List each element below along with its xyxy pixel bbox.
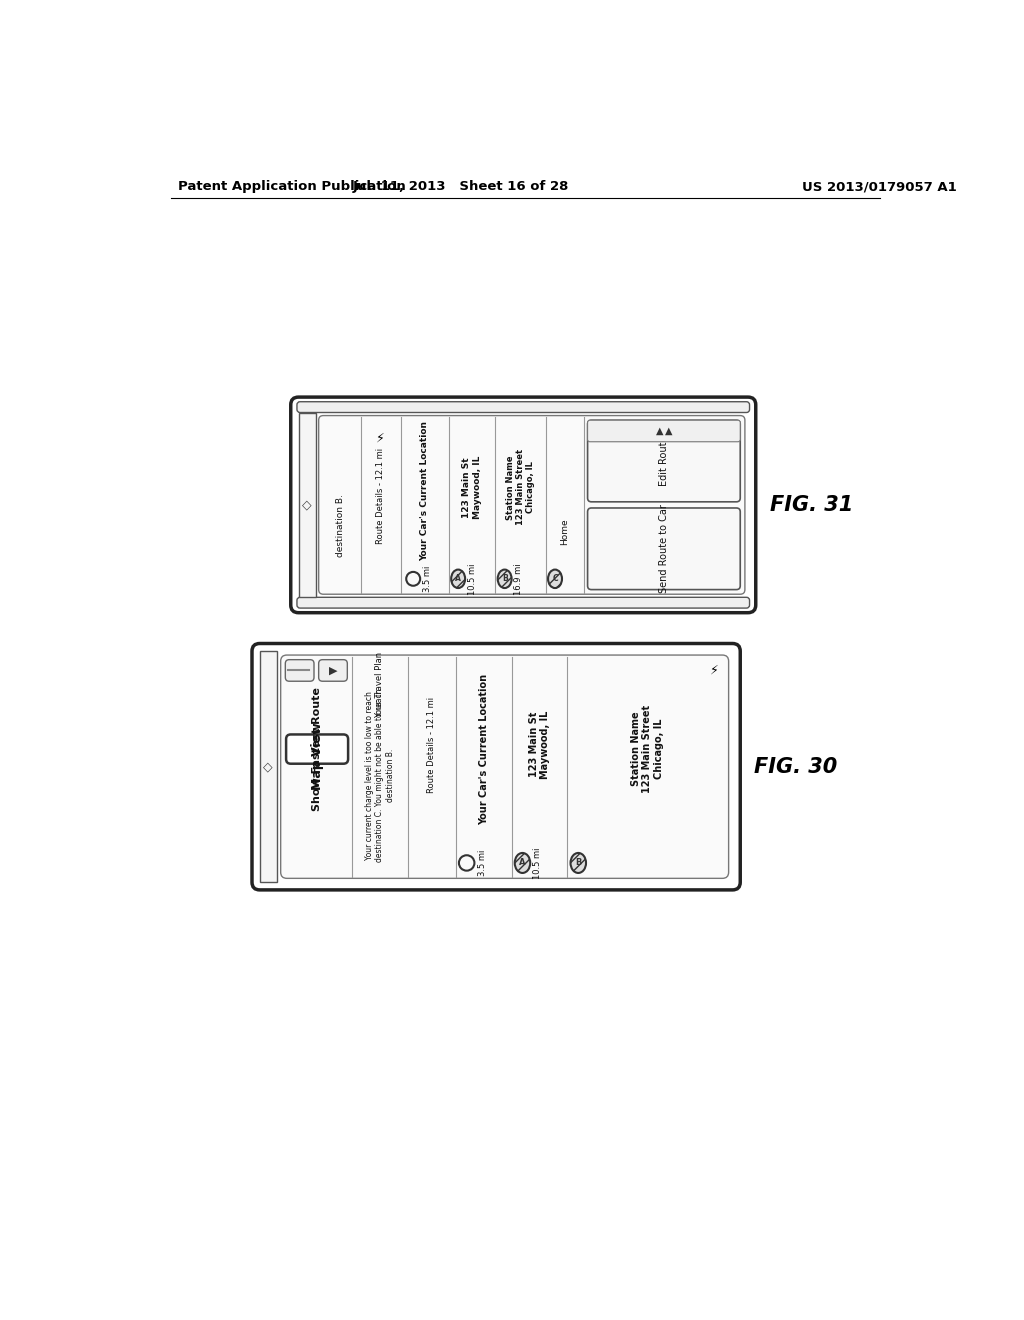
Text: C: C [552,574,558,583]
Ellipse shape [548,570,562,589]
Text: ◇: ◇ [302,499,312,511]
Text: 16.9 mi: 16.9 mi [514,564,523,594]
Ellipse shape [570,853,586,873]
Text: ▲: ▲ [655,426,663,436]
Text: Station Name
123 Main Street
Chicago, IL: Station Name 123 Main Street Chicago, IL [631,705,664,793]
Text: Home: Home [560,517,569,545]
FancyBboxPatch shape [286,660,314,681]
Text: ⚡: ⚡ [711,664,719,677]
Text: Station Name
123 Main Street
Chicago, IL: Station Name 123 Main Street Chicago, IL [506,449,536,525]
Text: ▶: ▶ [329,665,337,676]
FancyBboxPatch shape [281,655,729,878]
Text: Patent Application Publication: Patent Application Publication [178,181,407,194]
FancyBboxPatch shape [318,416,744,594]
Text: Your current charge level is too low to reach
destination C. You might not be ab: Your current charge level is too low to … [365,689,395,862]
Text: 10.5 mi: 10.5 mi [534,847,543,879]
Text: ◇: ◇ [263,760,273,774]
Text: Show Fastest Route: Show Fastest Route [312,688,323,810]
Text: Send Route to Car: Send Route to Car [658,504,669,593]
FancyBboxPatch shape [252,644,740,890]
Text: Your Car's Current Location: Your Car's Current Location [420,421,429,561]
Ellipse shape [452,570,465,589]
FancyBboxPatch shape [291,397,756,612]
Text: B: B [575,858,582,867]
FancyBboxPatch shape [286,734,348,764]
Text: Map View: Map View [310,722,324,789]
Text: A: A [456,574,461,583]
FancyBboxPatch shape [297,401,750,412]
Text: destination B.: destination B. [336,495,345,557]
Text: Your Travel Plan: Your Travel Plan [376,652,384,718]
Text: 123 Main St
Maywood, IL: 123 Main St Maywood, IL [528,710,550,779]
FancyBboxPatch shape [588,508,740,590]
Text: 3.5 mi: 3.5 mi [477,850,486,876]
FancyBboxPatch shape [297,598,750,609]
Text: 3.5 mi: 3.5 mi [423,566,432,591]
Text: Edit Route: Edit Route [658,436,669,486]
FancyBboxPatch shape [588,420,740,442]
Text: Jul. 11, 2013   Sheet 16 of 28: Jul. 11, 2013 Sheet 16 of 28 [353,181,569,194]
Text: B: B [502,574,508,583]
Ellipse shape [498,570,512,589]
Bar [299,413,315,598]
Text: US 2013/0179057 A1: US 2013/0179057 A1 [802,181,957,194]
Text: 123 Main St
Maywood, IL: 123 Main St Maywood, IL [463,455,482,519]
Bar [260,651,276,882]
FancyBboxPatch shape [318,660,347,681]
Text: A: A [519,858,525,867]
Text: Route Details - 12.1 mi: Route Details - 12.1 mi [376,447,385,544]
Text: Your Car's Current Location: Your Car's Current Location [479,673,488,825]
Text: FIG. 30: FIG. 30 [755,756,838,776]
Text: ▲: ▲ [665,426,673,436]
FancyBboxPatch shape [588,420,740,502]
Text: 10.5 mi: 10.5 mi [468,564,476,594]
Text: ⚡: ⚡ [376,432,385,445]
Text: FIG. 31: FIG. 31 [770,495,853,515]
Ellipse shape [515,853,530,873]
Text: Route Details - 12.1 mi: Route Details - 12.1 mi [427,697,436,793]
